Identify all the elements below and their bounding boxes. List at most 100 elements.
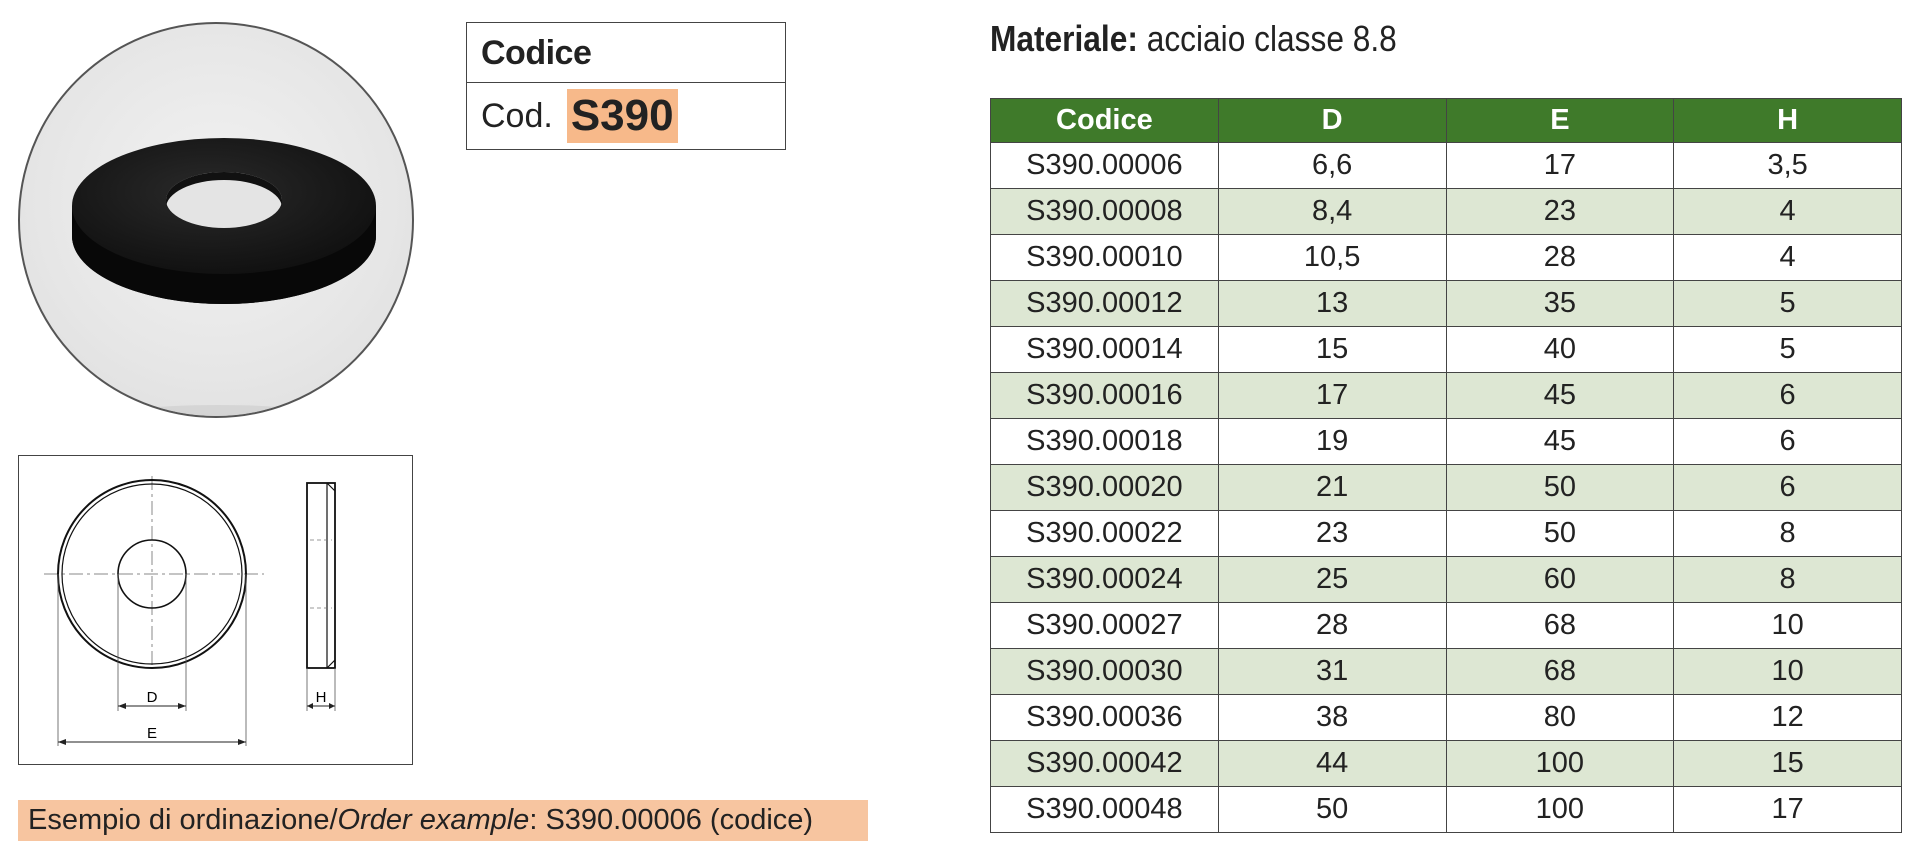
table-row: S390.00014 15 40 5 — [990, 326, 1902, 373]
cell-e: 68 — [1445, 648, 1675, 695]
cell-h: 6 — [1673, 464, 1902, 511]
cell-h: 8 — [1673, 510, 1902, 557]
table-row: S390.00008 8,4 23 4 — [990, 188, 1902, 235]
cell-d: 15 — [1217, 326, 1447, 373]
cell-codice: S390.00010 — [990, 234, 1219, 281]
washer-drawing-icon: D E H — [44, 476, 336, 746]
cell-d: 50 — [1217, 786, 1447, 833]
cell-d: 25 — [1217, 556, 1447, 603]
cell-d: 8,4 — [1217, 188, 1447, 235]
order-example-prefix: Esempio di ordinazione/ — [28, 804, 338, 836]
cell-codice: S390.00048 — [990, 786, 1219, 833]
table-row: S390.00042 44 100 15 — [990, 740, 1902, 787]
table-row: S390.00010 10,5 28 4 — [990, 234, 1902, 281]
material-label: Materiale: — [990, 18, 1138, 59]
cell-codice: S390.00006 — [990, 142, 1219, 189]
table-row: S390.00036 38 80 12 — [990, 694, 1902, 741]
cell-h: 6 — [1673, 372, 1902, 419]
cell-h: 6 — [1673, 418, 1902, 465]
cell-codice: S390.00042 — [990, 740, 1219, 787]
cell-h: 17 — [1673, 786, 1902, 833]
dim-label-h: H — [316, 689, 327, 706]
cell-h: 4 — [1673, 188, 1902, 235]
order-example-suffix: : S390.00006 (codice) — [529, 804, 814, 836]
table-row: S390.00030 31 68 10 — [990, 648, 1902, 695]
cod-label: Cod. — [481, 96, 553, 135]
spec-table: Codice D E H S390.00006 6,6 17 3,5 S390.000… — [990, 98, 1902, 833]
table-row: S390.00012 13 35 5 — [990, 280, 1902, 327]
table-row: S390.00048 50 100 17 — [990, 786, 1902, 833]
table-header-row: Codice D E H — [990, 98, 1902, 143]
cell-e: 100 — [1445, 740, 1675, 787]
cell-h: 5 — [1673, 280, 1902, 327]
header-codice: Codice — [990, 98, 1219, 143]
cell-e: 100 — [1445, 786, 1675, 833]
cell-codice: S390.00018 — [990, 418, 1219, 465]
cell-d: 21 — [1217, 464, 1447, 511]
cell-d: 23 — [1217, 510, 1447, 557]
cell-codice: S390.00022 — [990, 510, 1219, 557]
order-example-italic: Order example — [337, 804, 530, 836]
cell-codice: S390.00014 — [990, 326, 1219, 373]
cell-h: 8 — [1673, 556, 1902, 603]
header-h: H — [1673, 98, 1902, 143]
washer-photo-icon — [72, 138, 376, 416]
material-line: Materiale: acciaio classe 8.8 — [990, 16, 1397, 62]
table-row: S390.00018 19 45 6 — [990, 418, 1902, 465]
dim-label-e: E — [147, 725, 157, 742]
cell-h: 5 — [1673, 326, 1902, 373]
order-example: Esempio di ordinazione/Order example: S3… — [18, 800, 868, 841]
table-row: S390.00020 21 50 6 — [990, 464, 1902, 511]
cell-d: 19 — [1217, 418, 1447, 465]
table-row: S390.00027 28 68 10 — [990, 602, 1902, 649]
cell-h: 10 — [1673, 648, 1902, 695]
table-row: S390.00006 6,6 17 3,5 — [990, 142, 1902, 189]
cell-e: 45 — [1445, 418, 1675, 465]
cell-codice: S390.00020 — [990, 464, 1219, 511]
cell-codice: S390.00027 — [990, 602, 1219, 649]
cell-codice: S390.00012 — [990, 280, 1219, 327]
cell-d: 6,6 — [1217, 142, 1447, 189]
cell-d: 17 — [1217, 372, 1447, 419]
cell-d: 10,5 — [1217, 234, 1447, 281]
table-row: S390.00022 23 50 8 — [990, 510, 1902, 557]
cell-d: 13 — [1217, 280, 1447, 327]
cell-e: 80 — [1445, 694, 1675, 741]
cell-h: 10 — [1673, 602, 1902, 649]
cell-d: 38 — [1217, 694, 1447, 741]
cell-codice: S390.00008 — [990, 188, 1219, 235]
cell-h: 12 — [1673, 694, 1902, 741]
product-photo — [18, 22, 414, 418]
cell-e: 60 — [1445, 556, 1675, 603]
cell-e: 50 — [1445, 510, 1675, 557]
code-row: Cod. S390 — [467, 83, 785, 149]
header-e: E — [1445, 98, 1675, 143]
cell-codice: S390.00024 — [990, 556, 1219, 603]
code-box: Codice Cod. S390 — [466, 22, 786, 150]
cell-d: 44 — [1217, 740, 1447, 787]
cell-codice: S390.00036 — [990, 694, 1219, 741]
table-row: S390.00016 17 45 6 — [990, 372, 1902, 419]
cell-h: 3,5 — [1673, 142, 1902, 189]
cell-e: 45 — [1445, 372, 1675, 419]
cell-e: 23 — [1445, 188, 1675, 235]
cell-e: 68 — [1445, 602, 1675, 649]
cod-value: S390 — [566, 89, 678, 143]
table-row: S390.00024 25 60 8 — [990, 556, 1902, 603]
cell-h: 15 — [1673, 740, 1902, 787]
header-d: D — [1217, 98, 1447, 143]
cell-e: 35 — [1445, 280, 1675, 327]
material-value: acciaio classe 8.8 — [1146, 18, 1397, 59]
technical-drawing: D E H — [18, 455, 413, 765]
cell-h: 4 — [1673, 234, 1902, 281]
cell-e: 40 — [1445, 326, 1675, 373]
cell-codice: S390.00030 — [990, 648, 1219, 695]
cell-codice: S390.00016 — [990, 372, 1219, 419]
cell-e: 17 — [1445, 142, 1675, 189]
dim-label-d: D — [147, 689, 158, 706]
cell-d: 31 — [1217, 648, 1447, 695]
cell-e: 28 — [1445, 234, 1675, 281]
cell-d: 28 — [1217, 602, 1447, 649]
cell-e: 50 — [1445, 464, 1675, 511]
code-header: Codice — [467, 23, 785, 83]
